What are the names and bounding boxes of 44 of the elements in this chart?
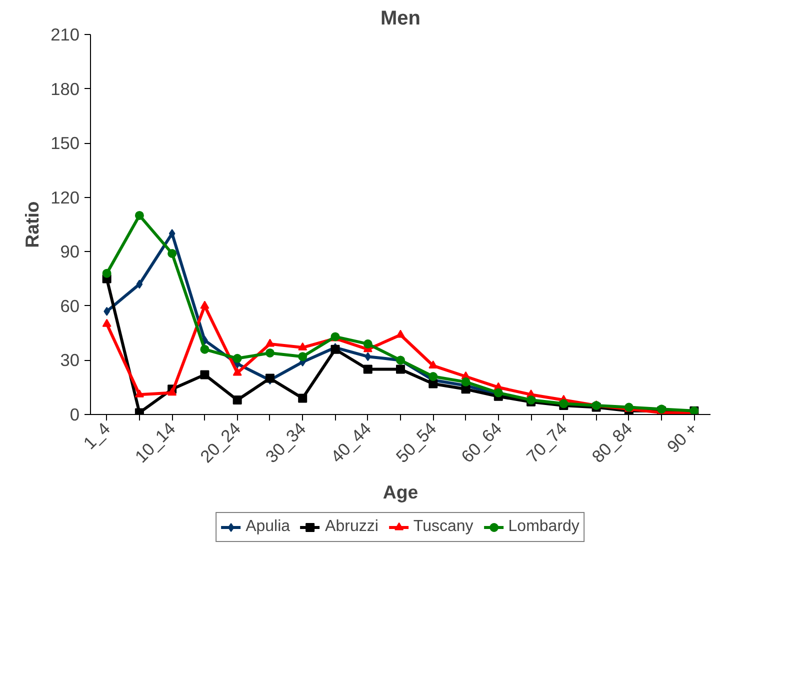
- x-tick-label: 90 +: [662, 418, 702, 457]
- legend-label: Apulia: [246, 518, 290, 536]
- y-tick-label: 60: [60, 296, 80, 316]
- y-tick-label: 90: [60, 242, 80, 262]
- legend-label: Tuscany: [413, 518, 474, 536]
- point: [363, 364, 372, 374]
- y-tick-label: 30: [60, 350, 80, 370]
- point: [168, 388, 177, 396]
- point: [428, 372, 438, 381]
- y-tick-label: 0: [70, 404, 80, 424]
- point: [200, 344, 210, 354]
- point: [134, 210, 144, 220]
- point: [461, 377, 470, 386]
- point: [232, 354, 242, 363]
- point: [363, 339, 372, 348]
- point: [298, 342, 308, 350]
- point: [298, 352, 308, 362]
- point: [396, 364, 405, 374]
- point: [232, 396, 242, 405]
- y-tick-label: 210: [50, 24, 80, 44]
- x-tick-label: 1_4: [79, 418, 114, 454]
- point: [364, 352, 372, 362]
- y-tick-label: 150: [50, 133, 80, 154]
- y-tick-label: 120: [50, 187, 80, 208]
- y-tick-label: 180: [50, 78, 80, 99]
- point: [102, 268, 112, 278]
- point: [396, 330, 405, 338]
- legend-label: Lombardy: [508, 518, 580, 536]
- point: [168, 229, 176, 238]
- legend-label: Abruzzi: [325, 518, 378, 536]
- point: [136, 280, 143, 289]
- point: [134, 389, 144, 398]
- point: [102, 318, 112, 327]
- point: [232, 368, 242, 376]
- point: [200, 370, 210, 380]
- point: [298, 394, 308, 403]
- point: [428, 360, 438, 368]
- chart-title: Men: [380, 8, 420, 30]
- y-axis-title: Ratio: [22, 201, 43, 248]
- point: [200, 300, 210, 309]
- x-axis-title: Age: [382, 482, 418, 503]
- point: [265, 338, 274, 347]
- point: [168, 248, 177, 258]
- point: [265, 348, 274, 358]
